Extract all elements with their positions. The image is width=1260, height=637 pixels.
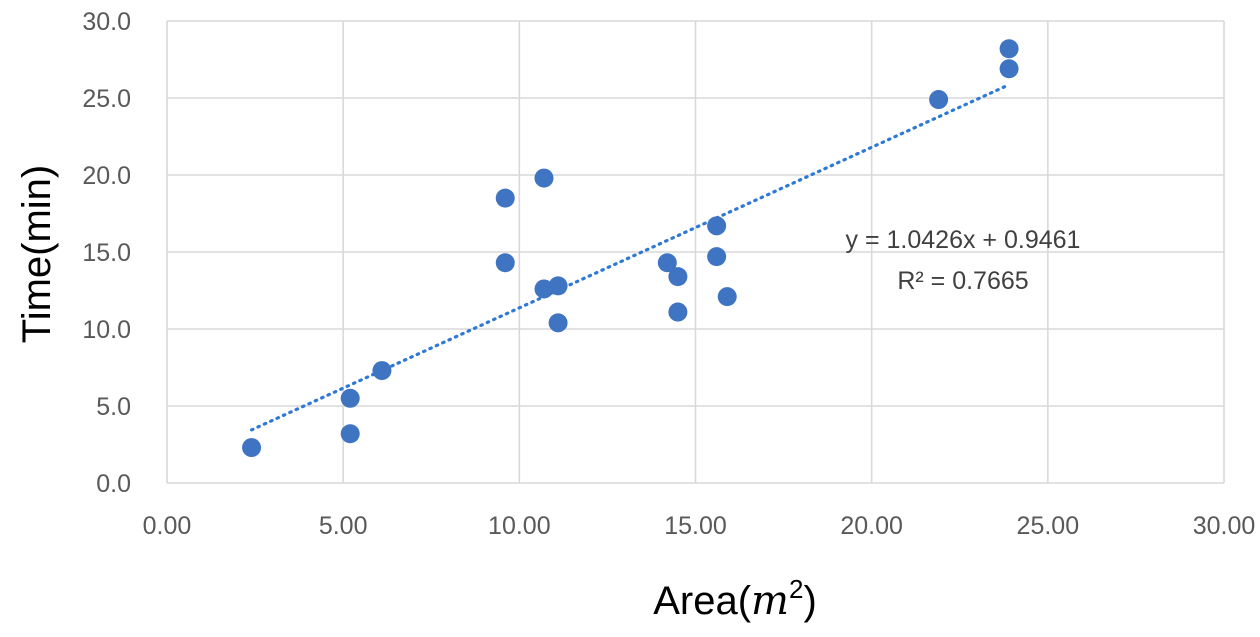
data-point [999,59,1019,79]
data-point [340,424,360,444]
trendline-layer [249,83,1011,432]
data-point [999,39,1019,59]
x-axis-title-close-paren: ) [803,579,816,623]
y-tick-label: 25.0 [82,85,131,113]
y-tick-label: 5.0 [96,393,131,421]
y-tick-label: 15.0 [82,239,131,267]
data-point [707,247,727,267]
x-axis-title-unit: m [751,578,789,624]
data-point [372,361,392,381]
y-axis-title: Time(min) [15,165,59,344]
data-point [242,438,262,458]
x-tick-label: 15.00 [664,512,727,540]
x-axis-title-open-paren: ( [738,579,752,623]
r-squared-annotation: R² = 0.7665 [897,267,1028,295]
x-tick-label: 25.00 [1017,512,1080,540]
data-point [340,388,360,408]
x-axis-title-text: Area [653,579,738,623]
data-point [707,216,727,236]
y-tick-label: 20.0 [82,162,131,190]
x-tick-label: 10.00 [488,512,551,540]
data-point [534,168,554,188]
y-tick-label: 30.0 [82,8,131,36]
x-axis-title-unit-exponent: 2 [789,574,803,604]
y-tick-label: 0.0 [96,470,131,498]
x-tick-label: 5.00 [319,512,368,540]
data-point [717,287,737,307]
x-tick-label: 0.00 [143,512,192,540]
data-point [929,90,949,110]
gridlines [166,20,1225,484]
x-tick-label: 20.00 [840,512,903,540]
y-tick-label: 10.0 [82,316,131,344]
x-axis-title: Area(m2) [653,574,817,624]
data-point [548,313,568,333]
data-point [495,253,515,273]
data-points [242,39,1019,458]
data-point [668,267,688,287]
data-point [668,302,688,322]
data-point [495,188,515,208]
x-tick-label: 30.00 [1193,512,1256,540]
tick-labels: 0.00 5.00 10.00 15.00 20.00 25.00 30.00 0.0 5.0 1… [82,8,1255,540]
equation-annotation: y = 1.0426x + 0.9461 [846,226,1081,254]
trendline [249,83,1011,432]
data-point [548,276,568,296]
data-point [657,253,677,273]
